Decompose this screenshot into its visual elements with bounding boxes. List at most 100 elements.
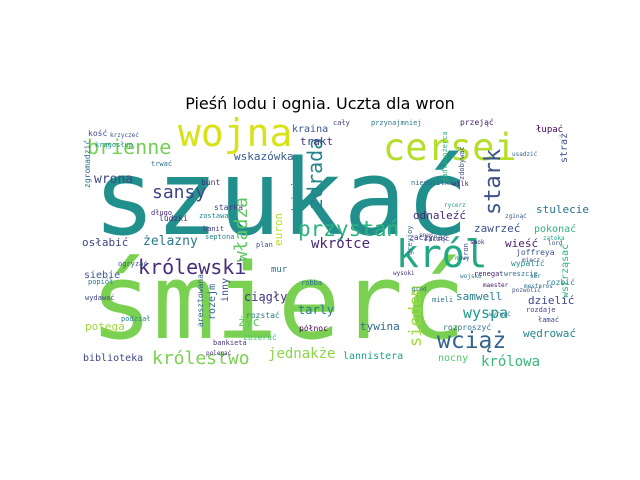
word-39: trakt: [300, 135, 333, 148]
word-1: szukać: [93, 137, 469, 259]
word-62: zostawać: [199, 212, 233, 220]
word-21: królowa: [481, 354, 540, 370]
word-63: długo: [151, 209, 172, 217]
word-45: rozbić: [546, 277, 575, 287]
word-15: siedem: [406, 286, 426, 347]
word-32: tywina: [360, 320, 400, 333]
word-49: rozproszyć: [443, 322, 491, 332]
word-71: padlinożerca: [441, 131, 449, 182]
word-72: zdobywać: [458, 146, 466, 180]
word-109: rycerz: [444, 202, 466, 209]
word-6: królewski: [138, 255, 246, 279]
word-50: inny: [220, 278, 231, 302]
word-40: kraina: [292, 124, 328, 135]
word-93: zaczynać: [409, 232, 448, 242]
word-28: pokonać: [534, 223, 576, 235]
word-18: żelazny: [143, 234, 198, 249]
word-53: bunt: [201, 178, 220, 187]
word-14: władza: [231, 197, 252, 262]
word-90: łamać: [538, 316, 559, 324]
word-87: greyjoy: [406, 225, 414, 255]
word-58: mur: [271, 265, 288, 275]
word-89: wypalić: [511, 258, 545, 268]
word-25: odnaleźć: [413, 209, 466, 222]
word-56: łupać: [536, 124, 563, 135]
word-74: wilk: [452, 180, 470, 188]
word-103: rozdaje: [526, 306, 556, 314]
word-66: krągosłup: [95, 141, 133, 149]
word-110: miecz: [522, 257, 540, 264]
word-96: wreszcie: [504, 270, 538, 278]
word-55: wstrząsać: [559, 244, 571, 298]
word-47: zbierać: [243, 332, 277, 342]
word-19: wkrótce: [311, 236, 370, 252]
word-29: samwell: [456, 290, 502, 303]
word-94: snuć: [419, 232, 434, 239]
word-85: rozstać: [246, 310, 280, 320]
word-75: zacząć: [424, 235, 449, 243]
word-68: cały: [333, 119, 350, 127]
word-84: bankieta: [213, 339, 247, 347]
word-11: zdrada: [303, 138, 327, 210]
word-92: mieli: [432, 296, 453, 304]
word-102: nowy: [455, 255, 470, 262]
word-70: przejąć: [460, 117, 494, 127]
word-52: ludzki: [159, 214, 188, 223]
word-101: wysoki: [393, 270, 415, 277]
word-77: usadzić: [512, 151, 538, 158]
word-69: przynajmniej: [371, 119, 422, 127]
word-7: przystań: [298, 217, 399, 241]
word-22: lannistera: [343, 351, 403, 362]
word-78: ogryzać: [118, 260, 148, 268]
word-42: osłabić: [82, 236, 128, 249]
word-23: biblioteka: [83, 353, 143, 364]
word-104: wojsko: [460, 273, 482, 280]
word-34: ciągły: [244, 290, 287, 304]
word-54: kość: [88, 128, 107, 138]
word-10: sansy: [152, 182, 206, 203]
word-83: aresztowana: [196, 274, 205, 327]
word-36: tarly: [298, 303, 334, 317]
word-97: zginąć: [505, 213, 527, 220]
word-2: śmierć: [90, 241, 466, 363]
word-38: nadzieja: [289, 175, 302, 228]
word-82: polegać: [206, 350, 232, 357]
word-13: królestwo: [152, 348, 250, 369]
word-9: brienne: [87, 135, 171, 159]
word-44: wieść: [505, 237, 538, 250]
word-81: podział: [121, 315, 151, 323]
word-79: popiół: [88, 278, 113, 286]
word-95: tron: [462, 243, 470, 260]
word-59: plan: [256, 241, 273, 249]
word-65: krzyczeć: [110, 132, 139, 139]
word-48: północ: [299, 323, 328, 333]
word-61: starka: [214, 203, 243, 212]
word-64: trwać: [151, 160, 172, 168]
word-51: rozejm: [207, 284, 218, 320]
word-91: renegat: [474, 270, 504, 278]
word-30: dzielić: [528, 294, 574, 307]
word-37: euron: [272, 213, 285, 246]
word-12: stark: [481, 149, 506, 215]
word-80: wydawać: [85, 294, 115, 302]
word-3: cersei: [383, 126, 517, 169]
word-98: zatoka: [543, 235, 565, 242]
word-17: wrona: [94, 172, 133, 187]
word-43: siebie: [84, 270, 120, 281]
word-107: ser: [530, 273, 541, 280]
word-73: niedobitka: [411, 179, 453, 187]
word-88: joffreya: [516, 248, 555, 257]
word-111: gród: [412, 286, 427, 293]
word-86: banit: [203, 225, 224, 233]
word-16: wyspa: [463, 304, 508, 322]
word-76: wyrwać: [489, 311, 511, 318]
word-41: wskazówka: [234, 150, 294, 163]
word-24: potęga: [85, 320, 125, 333]
word-67: zgromadzić: [82, 140, 92, 188]
word-5: król: [396, 232, 488, 276]
word-99: pozwolić: [512, 287, 541, 294]
word-57: straż: [559, 133, 570, 163]
word-20: jednakże: [268, 346, 335, 362]
word-4: wojna: [178, 111, 292, 155]
